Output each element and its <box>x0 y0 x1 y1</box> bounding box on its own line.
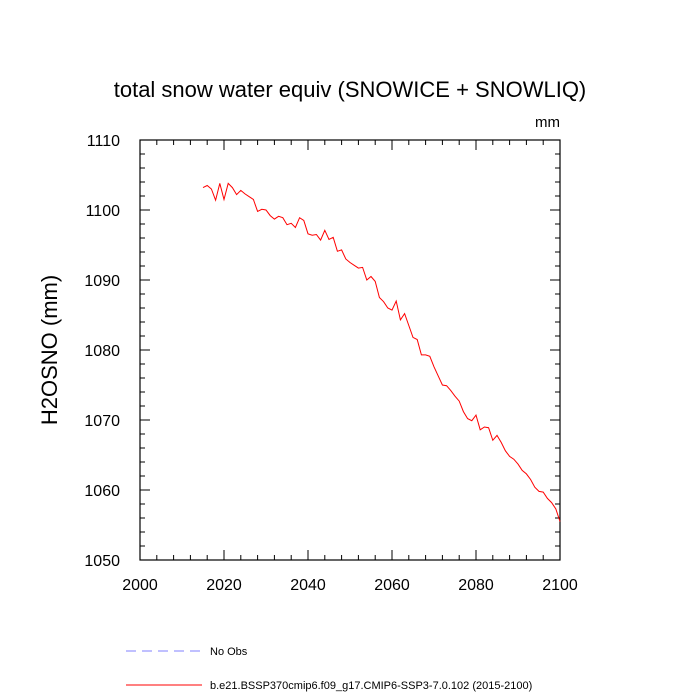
y-tick-label: 1060 <box>84 483 120 500</box>
y-tick-label: 1090 <box>84 273 120 290</box>
series-lines <box>202 182 561 522</box>
y-tick-label: 1080 <box>84 343 120 360</box>
y-tick-label: 1100 <box>86 203 121 220</box>
legend: No Obs b.e21.BSSP370cmip6.f09_g17.CMIP6-S… <box>126 646 532 692</box>
legend-label-2: b.e21.BSSP370cmip6.f09_g17.CMIP6-SSP3-7.… <box>210 680 532 692</box>
x-tick-label: 2080 <box>458 577 494 594</box>
legend-label-1: No Obs <box>210 646 248 658</box>
y-tick-label: 1050 <box>84 553 120 570</box>
y-tick-label: 1070 <box>84 413 120 430</box>
y-tick-label: 1110 <box>87 133 120 150</box>
x-tick-label: 2040 <box>290 577 326 594</box>
x-tick-label: 2000 <box>122 577 158 594</box>
plot-border <box>139 139 561 561</box>
chart-title: total snow water equiv (SNOWICE + SNOWLI… <box>114 77 587 102</box>
units-label: mm <box>535 114 560 131</box>
series-line-2 <box>202 182 561 522</box>
x-tick-label: 2100 <box>542 577 578 594</box>
axis-tick-labels: 2000 2020 2040 2060 2080 2100 1050 1060 1070 1080… <box>84 133 577 594</box>
axis-ticks <box>139 139 561 561</box>
x-tick-label: 2060 <box>374 577 410 594</box>
y-axis-label: H2OSNO (mm) <box>37 275 62 425</box>
x-tick-label: 2020 <box>206 577 242 594</box>
plot-frame <box>139 139 561 561</box>
